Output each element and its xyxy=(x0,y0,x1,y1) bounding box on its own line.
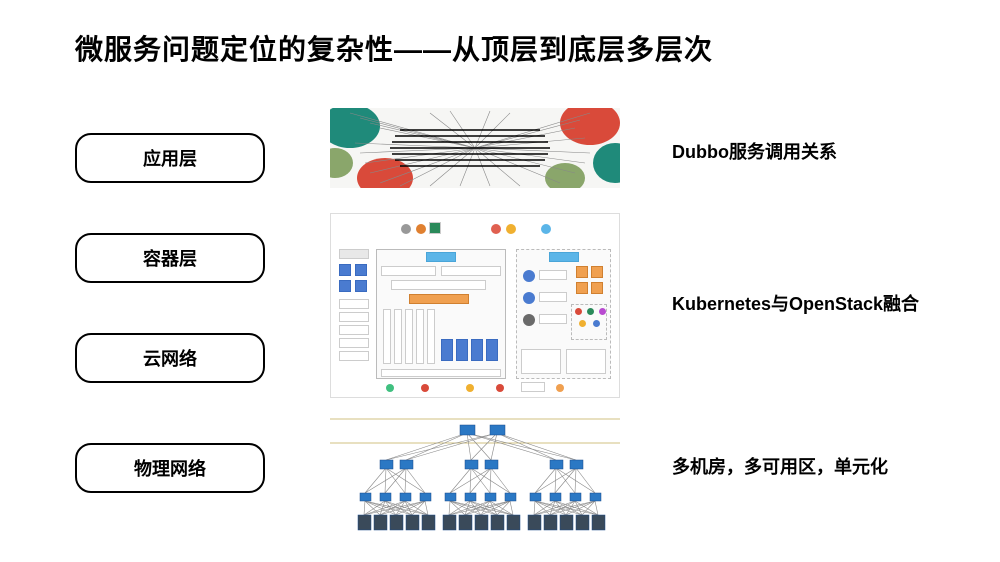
pub-c xyxy=(339,280,351,292)
r-or-2 xyxy=(591,266,603,278)
pub-a xyxy=(339,264,351,276)
r-lab-1 xyxy=(539,270,567,280)
r-lab-3 xyxy=(539,314,567,324)
misc-icon xyxy=(466,384,474,392)
bluev-3 xyxy=(471,339,483,361)
bolt-icon xyxy=(506,224,516,234)
pub-row5 xyxy=(339,351,369,361)
cd2 xyxy=(587,308,594,315)
r-circ-2 xyxy=(523,292,535,304)
graphic-arch-panel xyxy=(330,213,620,398)
cd3 xyxy=(599,308,606,315)
cd5 xyxy=(593,320,600,327)
center-r1a xyxy=(381,266,436,276)
desc-k8s-openstack: Kubernetes与OpenStack融合 xyxy=(672,290,919,316)
redis-icon xyxy=(421,384,429,392)
pub-row2 xyxy=(339,312,369,322)
pub-row1 xyxy=(339,299,369,309)
layer-label: 云网络 xyxy=(143,345,197,371)
center-foot xyxy=(381,369,501,377)
burst-svg xyxy=(330,108,620,188)
bluev-4 xyxy=(486,339,498,361)
layer-label: 物理网络 xyxy=(134,455,206,481)
misc2-icon xyxy=(496,384,504,392)
pub-row4 xyxy=(339,338,369,348)
center-head xyxy=(426,252,456,262)
center-orange xyxy=(409,294,469,304)
center-r1b xyxy=(441,266,501,276)
desc-multi-dc: 多机房，多可用区，单元化 xyxy=(672,453,888,479)
gear-icon xyxy=(416,224,426,234)
vcol-1 xyxy=(383,309,391,364)
pub-row3 xyxy=(339,325,369,335)
vcol-4 xyxy=(416,309,424,364)
bluev-1 xyxy=(441,339,453,361)
r-foot-l xyxy=(521,349,561,374)
vcol-5 xyxy=(427,309,435,364)
cd1 xyxy=(575,308,582,315)
spark-icon xyxy=(556,384,564,392)
r-foot-r xyxy=(566,349,606,374)
layer-box-physical: 物理网络 xyxy=(75,443,265,493)
elastic-icon xyxy=(386,384,394,392)
desc-dubbo: Dubbo服务调用关系 xyxy=(672,138,837,164)
layer-label: 应用层 xyxy=(143,145,197,171)
r-or-1 xyxy=(576,266,588,278)
pub-head xyxy=(339,249,369,259)
right-head xyxy=(549,252,579,262)
vcol-3 xyxy=(405,309,413,364)
r-circ-1 xyxy=(523,270,535,282)
slide-title: 微服务问题定位的复杂性——从顶层到底层多层次 xyxy=(75,28,713,68)
graphic-service-burst xyxy=(330,108,620,188)
bluev-2 xyxy=(456,339,468,361)
center-r2 xyxy=(391,280,486,290)
docker-icon xyxy=(541,224,551,234)
layer-box-cloudnet: 云网络 xyxy=(75,333,265,383)
flame-icon xyxy=(491,224,501,234)
pub-b xyxy=(355,264,367,276)
vcol-2 xyxy=(394,309,402,364)
logo-box xyxy=(521,382,545,392)
r-circ-3 xyxy=(523,314,535,326)
monitor-icon xyxy=(429,222,441,234)
pub-d xyxy=(355,280,367,292)
layer-label: 容器层 xyxy=(143,245,197,271)
cd4 xyxy=(579,320,586,327)
topology-svg xyxy=(330,415,620,535)
r-lab-2 xyxy=(539,292,567,302)
layer-box-container: 容器层 xyxy=(75,233,265,283)
layer-box-app: 应用层 xyxy=(75,133,265,183)
r-or-3 xyxy=(576,282,588,294)
people-icon xyxy=(401,224,411,234)
r-or-4 xyxy=(591,282,603,294)
graphic-network-topology xyxy=(330,415,620,535)
